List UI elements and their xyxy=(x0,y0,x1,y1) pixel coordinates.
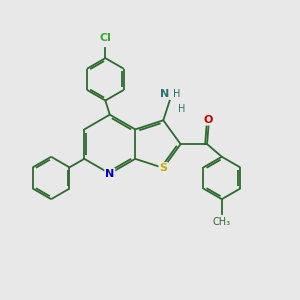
Text: H: H xyxy=(178,103,185,114)
Text: N: N xyxy=(105,169,114,178)
Text: N: N xyxy=(160,89,169,99)
Text: S: S xyxy=(159,163,167,173)
Text: Cl: Cl xyxy=(99,33,111,43)
Text: O: O xyxy=(204,115,213,125)
Text: H: H xyxy=(173,89,181,99)
Text: CH₃: CH₃ xyxy=(213,217,231,227)
